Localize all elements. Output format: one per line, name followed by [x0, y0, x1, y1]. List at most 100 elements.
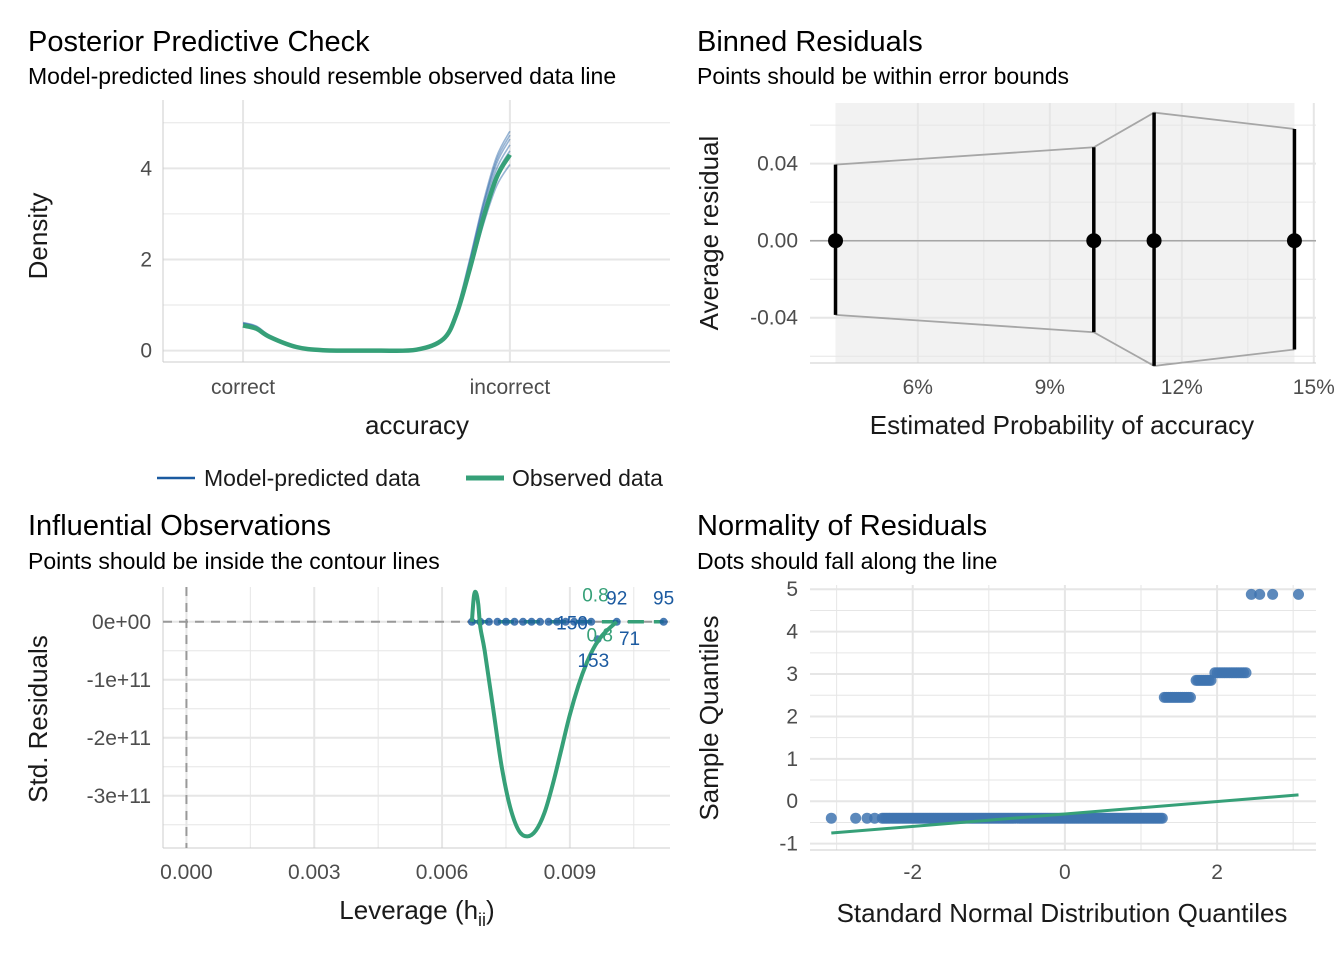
- influence-point-label: 150: [556, 613, 588, 634]
- ppc-observed-line: [242, 153, 512, 354]
- binned-y-axis-label: Average residual: [694, 136, 724, 331]
- influence-point: [570, 617, 579, 626]
- binned-point: [1086, 233, 1102, 249]
- qq-x-tick-label: 0: [1059, 861, 1071, 884]
- binned-point: [1146, 233, 1162, 249]
- influence-y-tick-label: -1e+11: [87, 669, 151, 692]
- influence-point-label: 0.8: [582, 586, 608, 607]
- qq-y-tick-label: 2: [786, 705, 798, 728]
- qq-point: [861, 812, 873, 824]
- binned-y-tick-label: 0.00: [757, 230, 798, 253]
- qq-point: [1184, 691, 1196, 703]
- binned-plot-area: 6% 9% 12% 15% 0.04 0.00 -0.04: [750, 103, 1335, 399]
- influence-point: [493, 617, 502, 626]
- influence-point: [484, 617, 493, 626]
- influence-x-tick-label: 0.003: [288, 861, 341, 884]
- influence-point: [553, 617, 562, 626]
- influence-point: [544, 617, 553, 626]
- qq-x-tick-label: -2: [903, 861, 922, 884]
- qq-x-axis-label: Standard Normal Distribution Quantiles: [837, 898, 1288, 928]
- legend-label-observed: Observed data: [512, 465, 663, 491]
- binned-y-tick-label: -0.04: [750, 307, 798, 330]
- influence-y-tick-label: -3e+11: [87, 785, 151, 808]
- qq-y-tick-label: 1: [786, 748, 798, 771]
- influence-x-axis-label-suffix: ): [486, 895, 495, 925]
- ppc-predicted-line: [242, 144, 511, 352]
- influence-point-label: 71: [619, 629, 640, 650]
- influence-x-tick-label: 0.006: [416, 861, 469, 884]
- influence-point: [561, 617, 570, 626]
- binned-x-tick-label: 6%: [903, 376, 933, 399]
- ppc-legend: Model-predicted data Observed data: [157, 465, 663, 491]
- binned-lower-bound: [835, 314, 1295, 367]
- ppc-plot-area: 0 2 4 correct incorrect: [140, 100, 670, 399]
- ppc-y-tick-label: 0: [140, 340, 152, 363]
- ppc-x-tick-label: correct: [211, 376, 275, 399]
- binned-title: Binned Residuals: [697, 26, 923, 58]
- influence-x-axis-label-subscript: ii: [478, 910, 486, 930]
- influence-point-label: 95: [653, 588, 674, 609]
- influence-x-tick-label: 0.009: [544, 861, 597, 884]
- binned-point: [828, 233, 844, 249]
- influence-y-tick-label: -2e+11: [87, 727, 151, 750]
- binned-x-tick-label: 15%: [1293, 376, 1335, 399]
- influence-plot-area: 0.000 0.003 0.006 0.009 0e+00 -1e+11 -2e+11 -3e…: [87, 586, 675, 885]
- binned-point: [1286, 233, 1302, 249]
- panel-posterior-predictive-check: Posterior Predictive Check Model-predict…: [23, 26, 670, 491]
- qq-subtitle: Dots should fall along the line: [697, 548, 997, 574]
- binned-subtitle: Points should be within error bounds: [697, 63, 1069, 89]
- qq-plot-area: -2 0 2 5 4 3 2 1 0 -1: [779, 578, 1316, 884]
- influence-point: [527, 617, 536, 626]
- qq-y-axis-label: Sample Quantiles: [694, 615, 724, 820]
- qq-point: [1245, 588, 1257, 600]
- ppc-y-tick-label: 2: [140, 248, 152, 271]
- ppc-title: Posterior Predictive Check: [28, 26, 370, 58]
- ppc-y-axis-label: Density: [23, 193, 53, 280]
- qq-y-tick-label: 4: [786, 621, 798, 644]
- panel-binned-residuals: Binned Residuals Points should be within…: [684, 0, 1344, 440]
- influence-y-tick-label: 0e+00: [92, 611, 151, 634]
- qq-point: [1267, 588, 1279, 600]
- qq-point: [850, 812, 862, 824]
- panel-normality-of-residuals: Normality of Residuals Dots should fall …: [694, 510, 1316, 928]
- influence-subtitle: Points should be inside the contour line…: [28, 548, 440, 574]
- influence-point-label: 92: [606, 588, 627, 609]
- qq-y-tick-label: -1: [779, 833, 798, 856]
- qq-x-tick-label: 2: [1211, 861, 1223, 884]
- qq-point: [1254, 588, 1266, 600]
- influence-x-axis-label-main: Leverage (h: [339, 895, 478, 925]
- qq-title: Normality of Residuals: [697, 510, 987, 542]
- binned-shaded-band: [835, 103, 1295, 363]
- binned-x-tick-label: 9%: [1035, 376, 1065, 399]
- influence-point: [501, 617, 510, 626]
- ppc-x-tick-label: incorrect: [470, 376, 551, 399]
- influence-y-axis-label: Std. Residuals: [23, 635, 53, 803]
- influence-point: [578, 617, 587, 626]
- qq-point: [869, 812, 881, 824]
- binned-header-bg: [684, 0, 1344, 100]
- ppc-y-tick-label: 4: [140, 157, 152, 180]
- ppc-predicted-line: [242, 130, 511, 352]
- influence-point: [587, 617, 596, 626]
- qq-point: [1240, 667, 1252, 679]
- influence-point: [519, 617, 528, 626]
- binned-upper-bound: [835, 111, 1295, 166]
- ppc-predicted-line: [242, 138, 511, 352]
- influence-point-label: 0.8: [586, 626, 612, 647]
- ppc-subtitle: Model-predicted lines should resemble ob…: [28, 63, 616, 89]
- influence-point-label: 153: [577, 651, 609, 672]
- qq-point: [1292, 588, 1304, 600]
- influence-point: [510, 617, 519, 626]
- qq-point: [1156, 812, 1168, 824]
- binned-x-axis-label: Estimated Probability of accuracy: [870, 410, 1254, 440]
- legend-label-predicted: Model-predicted data: [204, 465, 420, 491]
- binned-x-tick-label: 12%: [1161, 376, 1203, 399]
- qq-y-tick-label: 0: [786, 790, 798, 813]
- qq-reference-line: [831, 793, 1299, 835]
- influence-x-tick-label: 0.000: [160, 861, 213, 884]
- ppc-x-axis-label: accuracy: [365, 410, 469, 440]
- influence-smooth-line: [469, 589, 619, 839]
- influence-x-axis-label: Leverage (hii): [339, 895, 494, 930]
- panel-influential-observations: Influential Observations Points should b…: [23, 510, 674, 930]
